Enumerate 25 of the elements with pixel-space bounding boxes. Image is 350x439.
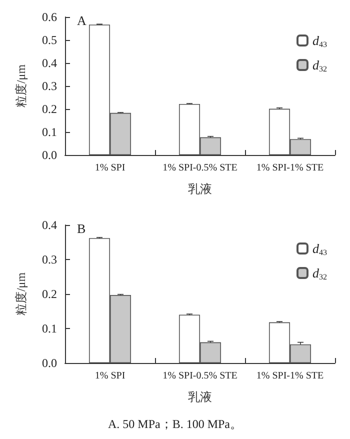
x-tick-label: 1% SPI-1% STE <box>256 370 324 382</box>
y-tick-label: 0.1 <box>42 125 57 139</box>
x-tick-label: 1% SPI-1% STE <box>256 162 324 174</box>
y-tick-label: 0.4 <box>42 56 57 70</box>
y-tick-label: 0.0 <box>42 148 57 162</box>
chart-title: B <box>77 221 86 236</box>
chart-title: A <box>77 13 87 28</box>
y-axis-title: 粒度/μm <box>14 64 28 108</box>
y-tick-label: 0.6 <box>42 10 57 24</box>
text: A. 50 MPa；B. 100 MPa。 <box>108 417 242 431</box>
y-tick-label: 0.2 <box>42 102 57 116</box>
y-tick-label: 0.4 <box>42 218 57 232</box>
y-tick-label: 0.1 <box>42 322 57 336</box>
y-tick-label: 0.5 <box>42 33 57 47</box>
x-tick-label: 1% SPI <box>94 370 126 382</box>
x-axis-title: 乳液 <box>188 390 212 404</box>
y-axis-title: 粒度/μm <box>14 272 28 316</box>
y-tick-label: 0.2 <box>42 287 57 301</box>
y-tick-label: 0.0 <box>42 356 57 370</box>
x-tick-label: 1% SPI <box>94 162 126 174</box>
y-tick-label: 0.3 <box>42 252 57 266</box>
x-tick-label: 1% SPI-0.5% STE <box>162 162 238 174</box>
y-tick-label: 0.3 <box>42 79 57 93</box>
x-tick-label: 1% SPI-0.5% STE <box>162 370 238 382</box>
x-axis-title: 乳液 <box>188 182 212 196</box>
